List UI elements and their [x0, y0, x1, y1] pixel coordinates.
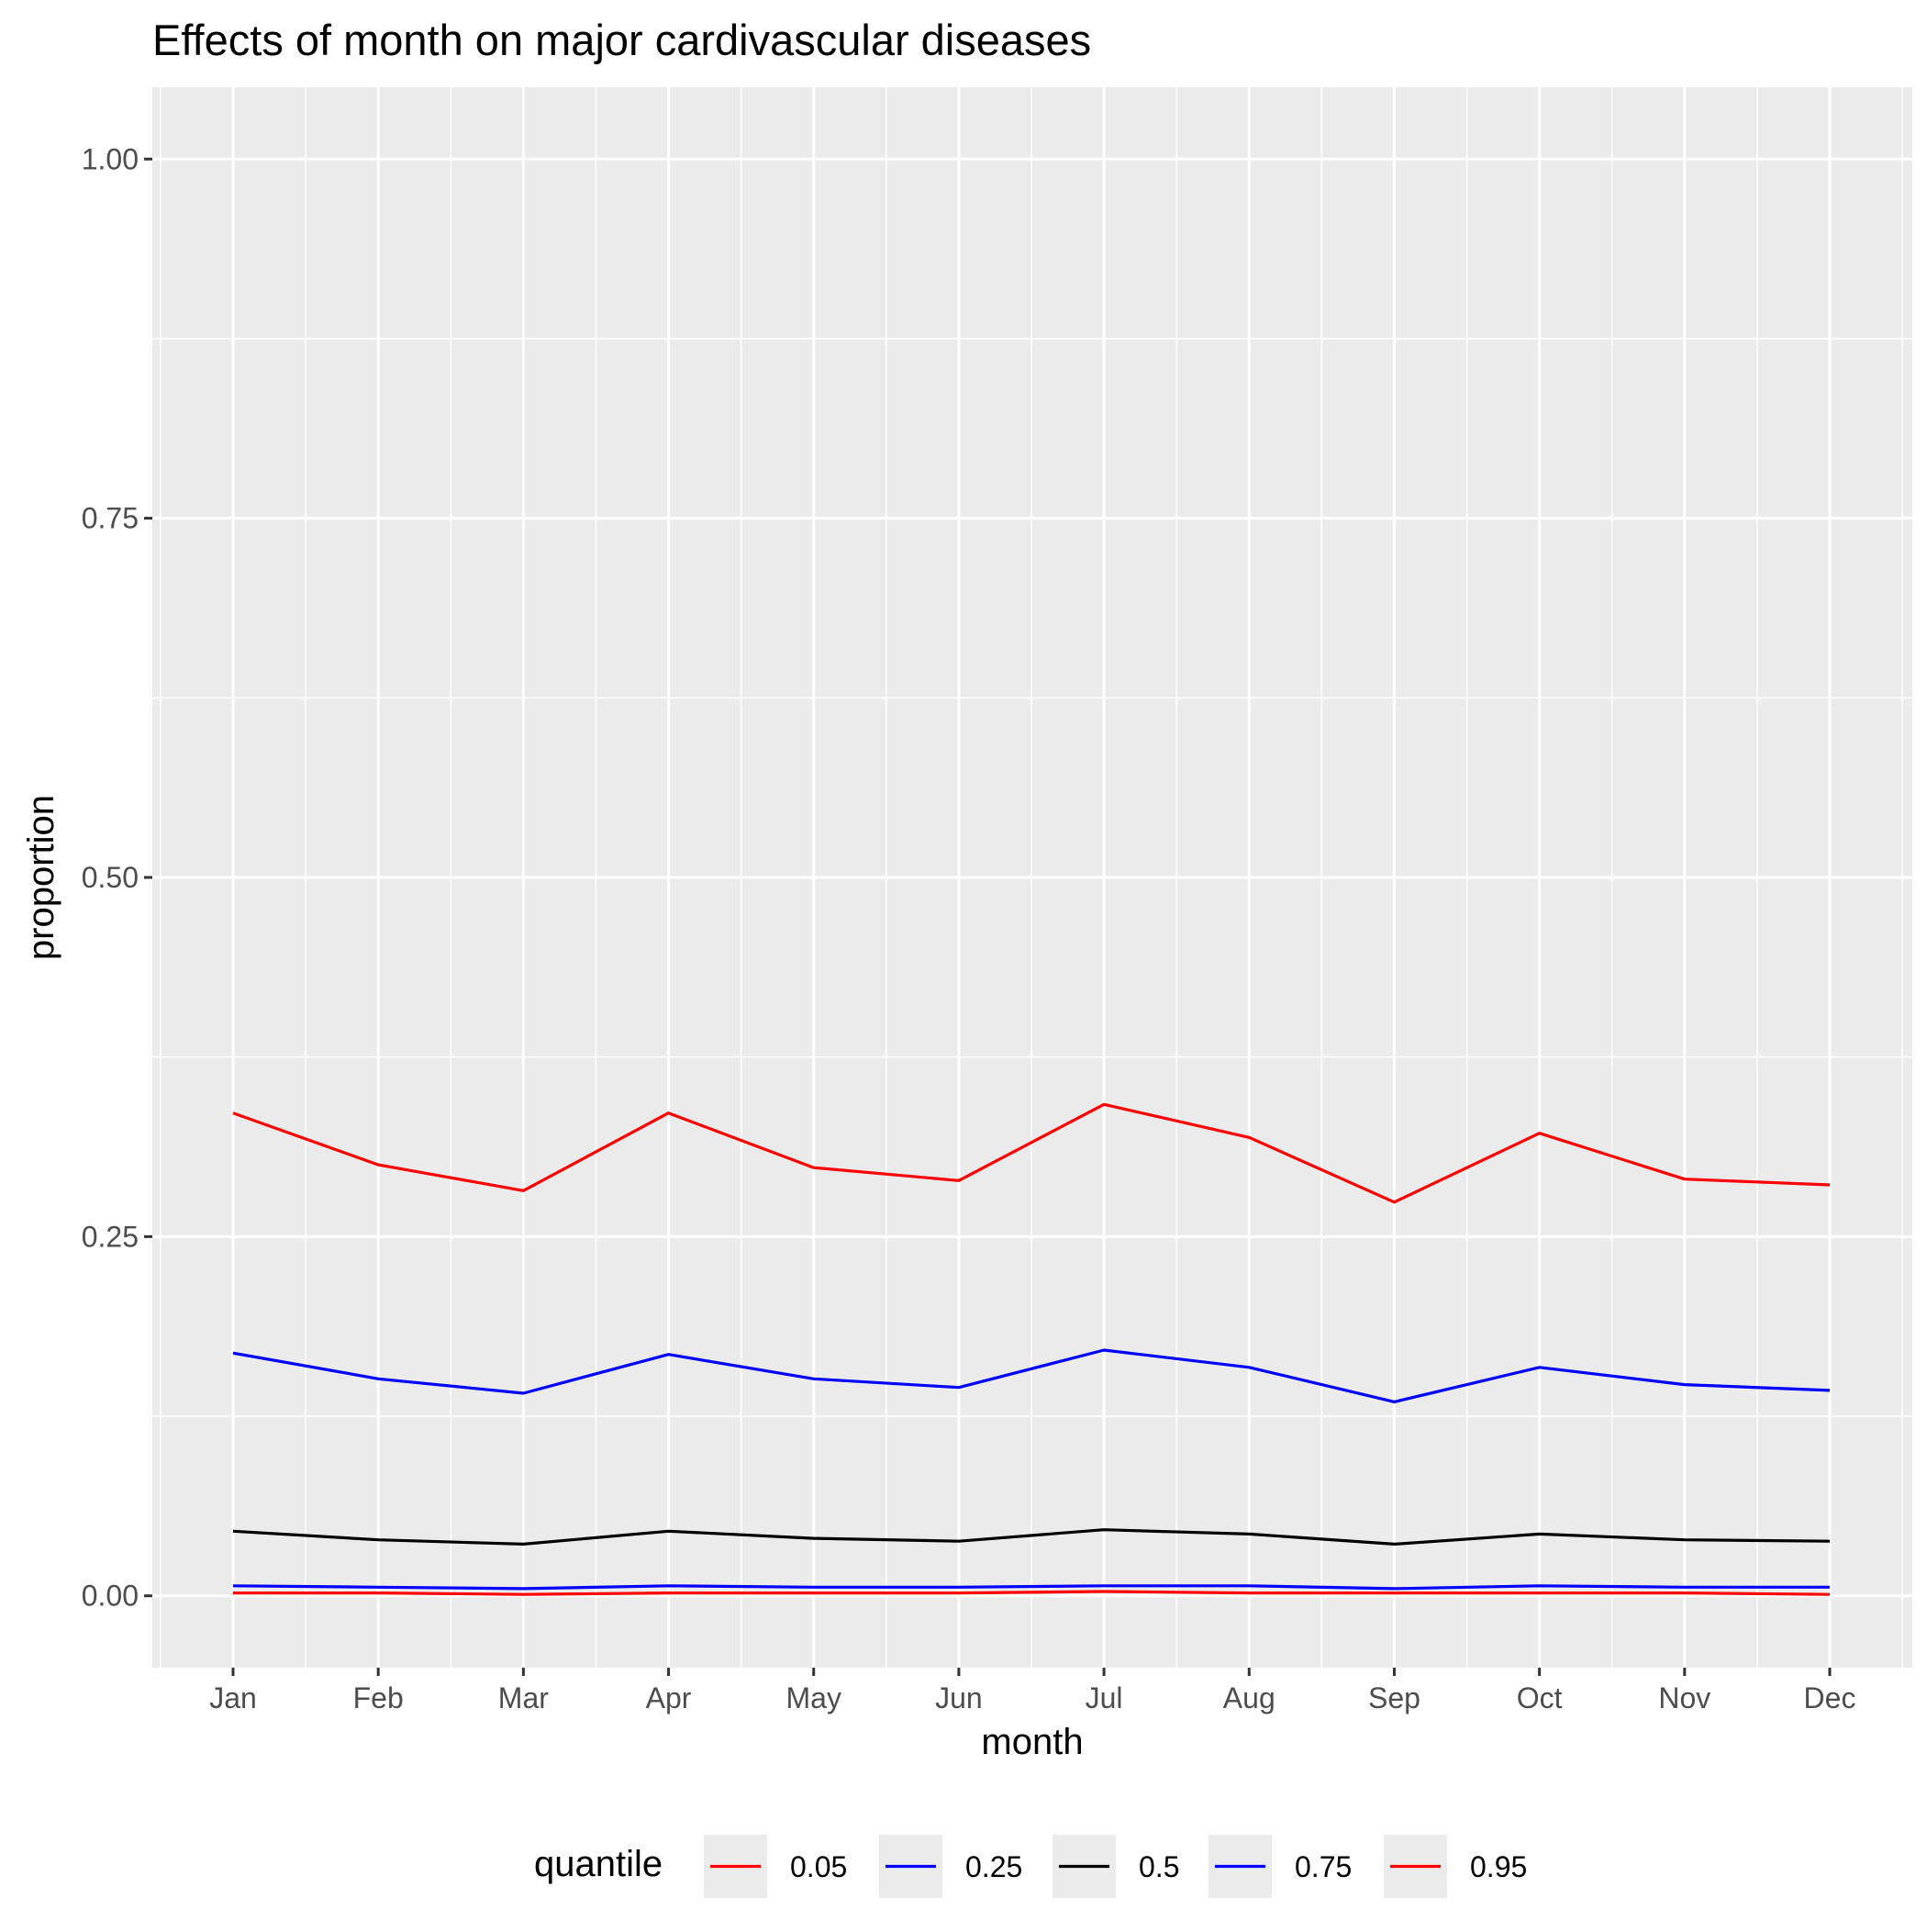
legend: quantile 0.05 0.25 0.5 0.75 0.95	[534, 1835, 1527, 1898]
y-axis-title: proportion	[21, 795, 61, 960]
major-gridlines	[152, 87, 1912, 1668]
legend-title: quantile	[534, 1844, 663, 1884]
series-line-0_25	[232, 1584, 1830, 1591]
x-tick-label: Apr	[646, 1681, 692, 1714]
chart-title: Effects of month on major cardivascular …	[152, 16, 1091, 64]
x-tick-label: Aug	[1223, 1681, 1275, 1714]
x-axis: Jan Feb Mar Apr May Jun Jul Aug Sep Oct Nov Dec	[209, 1668, 1855, 1714]
series-lines	[232, 1102, 1831, 1596]
x-tick-label: May	[786, 1681, 841, 1714]
y-tick-label: 0.75	[82, 502, 139, 535]
y-tick-label: 1.00	[82, 142, 139, 175]
x-tick-label: Feb	[353, 1681, 404, 1714]
series-line-0_05	[233, 1590, 1831, 1596]
y-axis: 0.00 0.25 0.50 0.75 1.00	[82, 142, 152, 1613]
y-tick-label: 0.50	[82, 861, 139, 894]
x-tick-label: Oct	[1517, 1681, 1563, 1714]
x-tick-label: Mar	[498, 1681, 549, 1714]
series-line-0_5	[232, 1528, 1831, 1547]
series-line-0_75	[232, 1348, 1831, 1404]
x-tick-label: Jan	[209, 1681, 257, 1714]
x-axis-title: month	[981, 1722, 1083, 1762]
x-tick-label: Nov	[1658, 1681, 1710, 1714]
legend-label: 0.95	[1470, 1850, 1527, 1883]
y-tick-label: 0.00	[82, 1580, 139, 1613]
series-line-0_95	[232, 1102, 1831, 1204]
y-tick-label: 0.25	[82, 1220, 139, 1253]
legend-label: 0.75	[1295, 1850, 1352, 1883]
legend-label: 0.25	[965, 1850, 1022, 1883]
x-tick-label: Dec	[1804, 1681, 1856, 1714]
x-tick-label: Sep	[1368, 1681, 1420, 1714]
legend-label: 0.05	[790, 1850, 847, 1883]
x-tick-label: Jun	[935, 1681, 983, 1714]
x-tick-label: Jul	[1086, 1681, 1123, 1714]
legend-label: 0.5	[1139, 1850, 1179, 1883]
